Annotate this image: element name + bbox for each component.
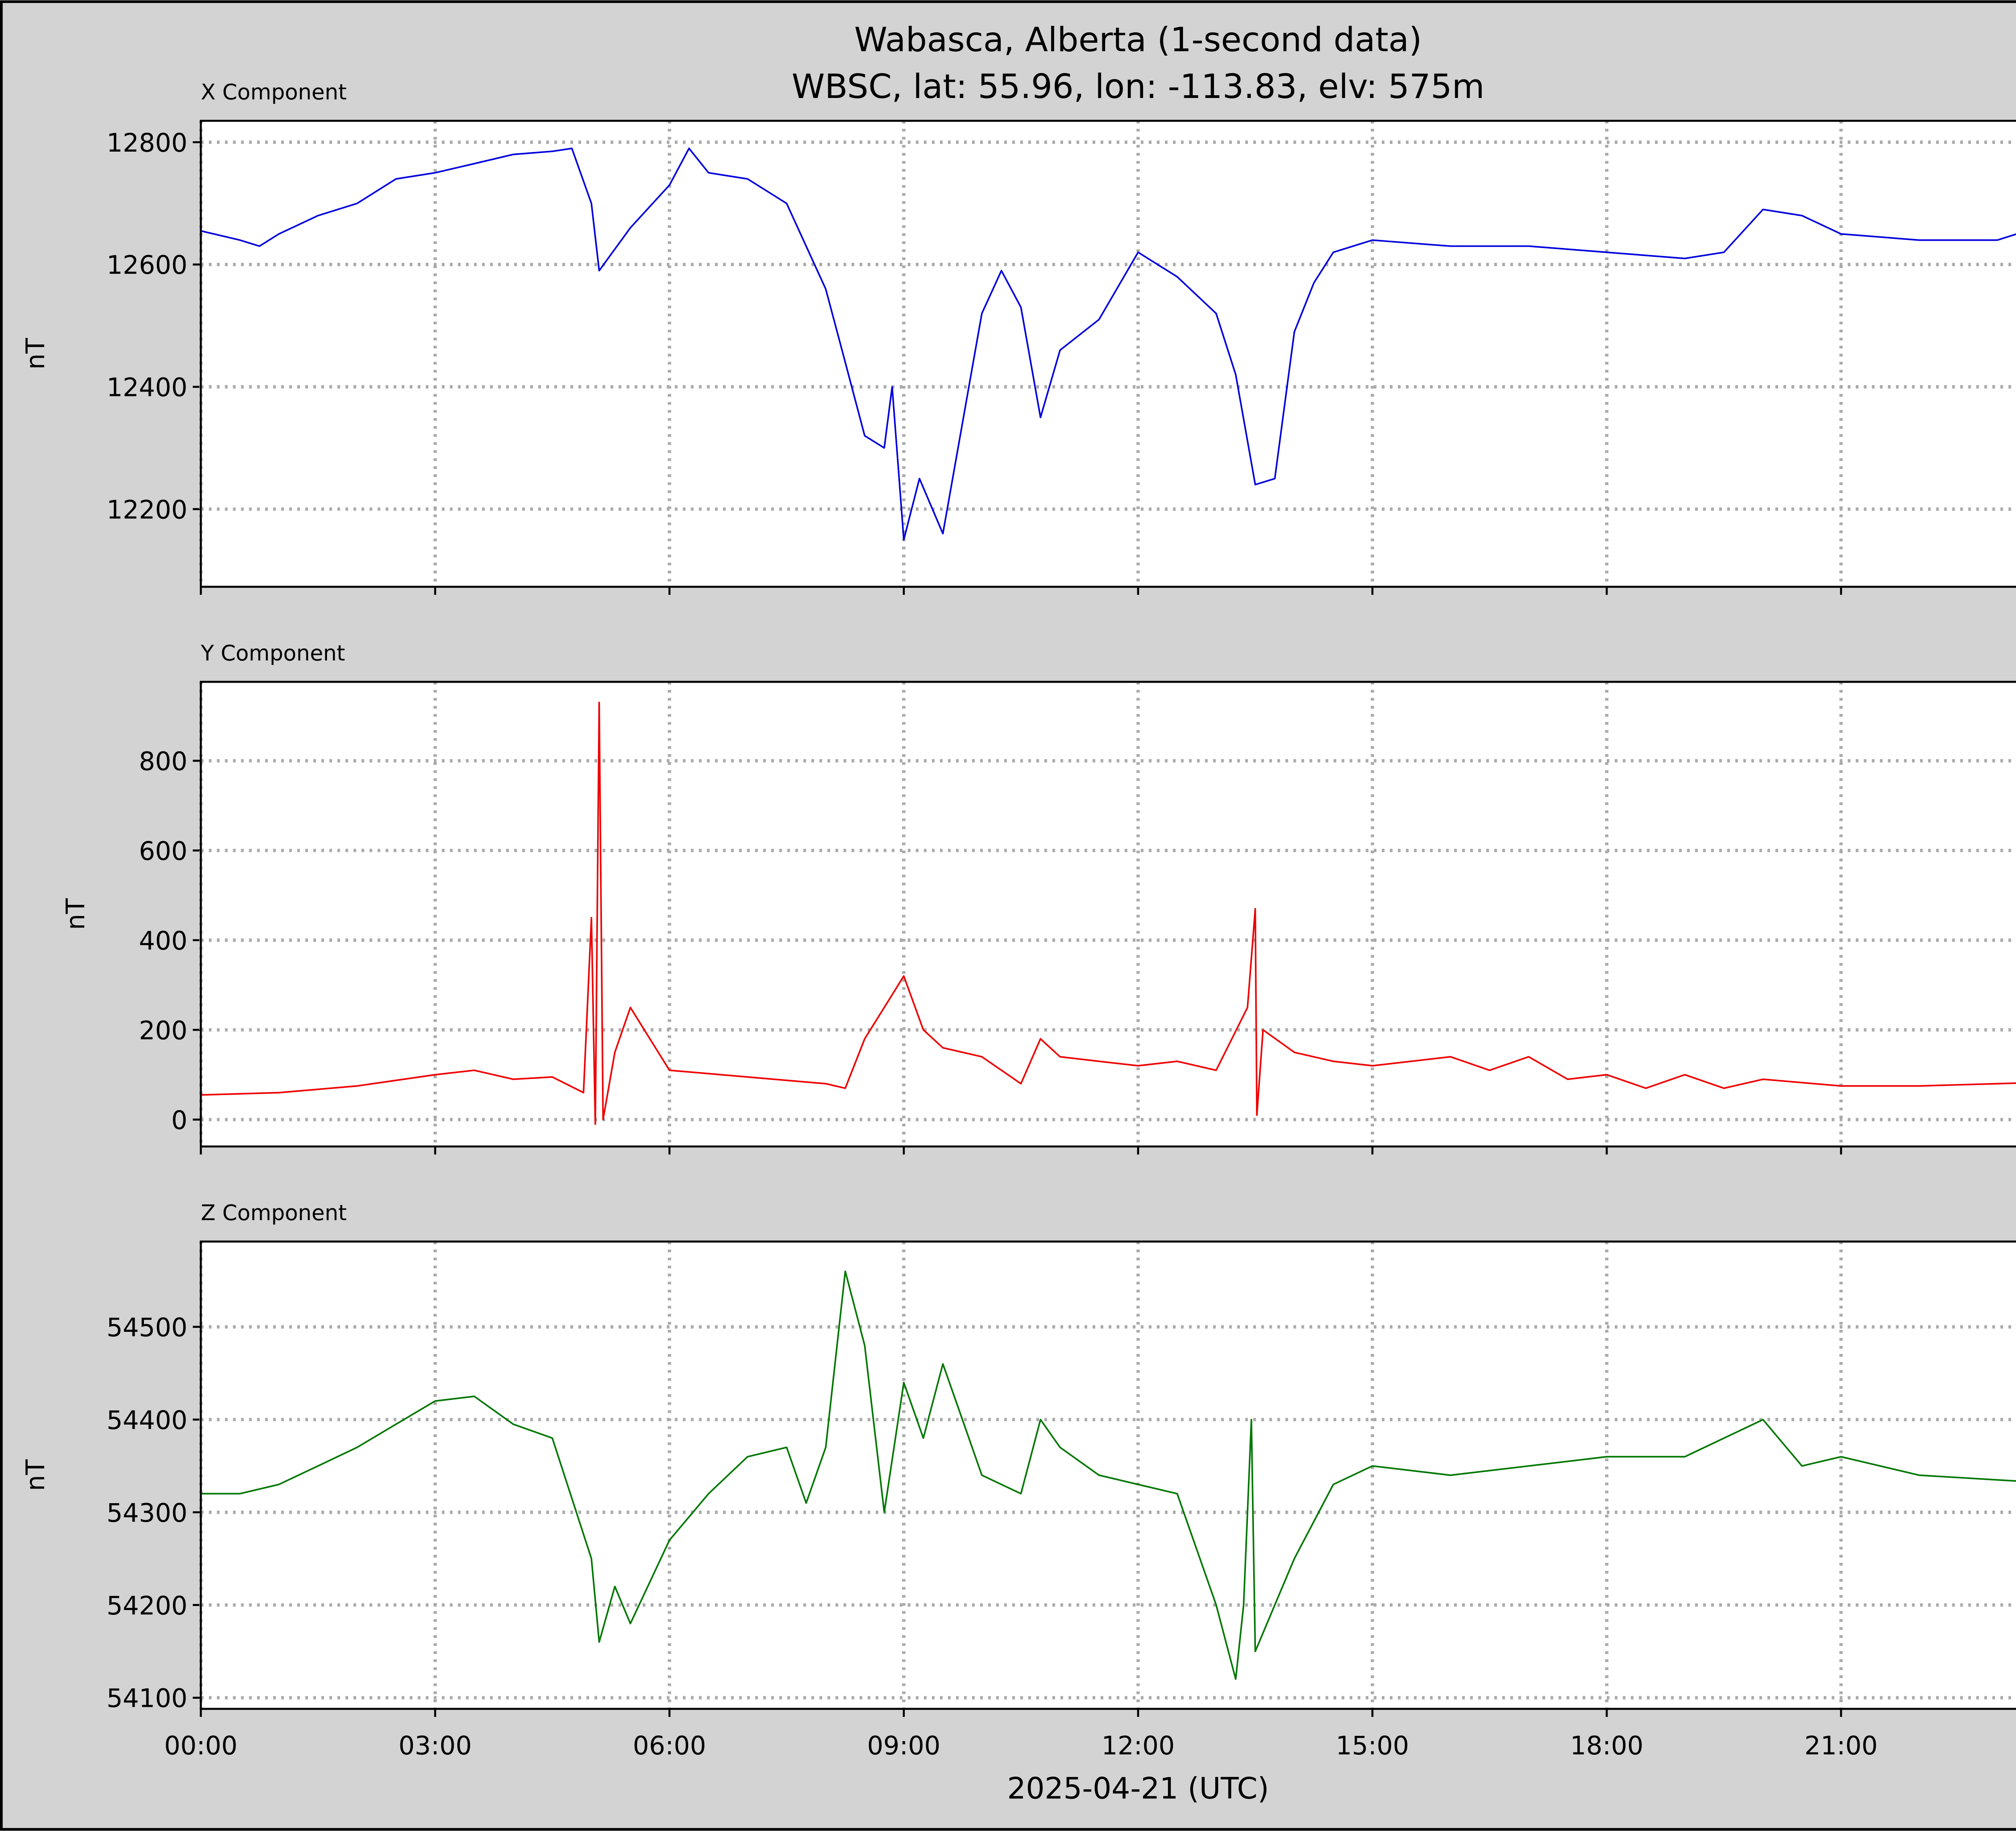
y-tick-label: 400 xyxy=(139,926,187,956)
data-line xyxy=(201,702,2016,1125)
y-tick-label: 54100 xyxy=(106,1683,187,1713)
plot-area xyxy=(201,1241,2016,1709)
y-tick-label: 12200 xyxy=(106,495,187,525)
data-line xyxy=(200,148,2016,541)
plot-area xyxy=(201,121,2016,587)
chart-title: Wabasca, Alberta (1-second data) xyxy=(854,20,1422,59)
x-axis-label: 2025-04-21 (UTC) xyxy=(1007,1772,1269,1806)
x-tick-label: 03:00 xyxy=(398,1731,472,1760)
x-tick-label: 00:00 xyxy=(164,1731,237,1760)
y-tick-label: 200 xyxy=(139,1015,187,1045)
y-axis-label: nT xyxy=(21,338,50,370)
y-tick-label: 12600 xyxy=(106,250,187,280)
panel-title: Y Component xyxy=(200,641,345,666)
y-tick-label: 600 xyxy=(139,836,187,866)
panel-title: X Component xyxy=(201,79,347,104)
x-tick-label: 06:00 xyxy=(633,1731,706,1760)
plot-frame xyxy=(200,681,2016,1148)
y-tick-label: 800 xyxy=(139,746,187,776)
panel-title: Z Component xyxy=(201,1200,347,1225)
x-tick-label: 09:00 xyxy=(867,1731,941,1760)
x-tick-label: 21:00 xyxy=(1804,1731,1878,1760)
y-tick-label: 54300 xyxy=(106,1498,187,1528)
x-tick-label: 15:00 xyxy=(1336,1731,1409,1760)
x-tick-label: 12:00 xyxy=(1102,1731,1175,1760)
plot-frame xyxy=(200,1240,2016,1710)
plot-area xyxy=(201,682,2016,1147)
y-tick-label: 54500 xyxy=(106,1312,187,1342)
y-axis-label: nT xyxy=(60,898,90,930)
y-tick-label: 12800 xyxy=(106,128,187,158)
y-tick-label: 0 xyxy=(171,1105,187,1135)
chart-subtitle: WBSC, lat: 55.96, lon: -113.83, elv: 575… xyxy=(791,67,1484,106)
y-tick-label: 12400 xyxy=(106,373,187,402)
y-tick-label: 54200 xyxy=(106,1591,187,1621)
plot-frame xyxy=(200,120,2016,588)
y-axis-label: nT xyxy=(21,1459,50,1491)
x-tick-label: 18:00 xyxy=(1570,1731,1643,1760)
data-line xyxy=(201,1270,2016,1680)
y-tick-label: 54400 xyxy=(106,1405,187,1435)
